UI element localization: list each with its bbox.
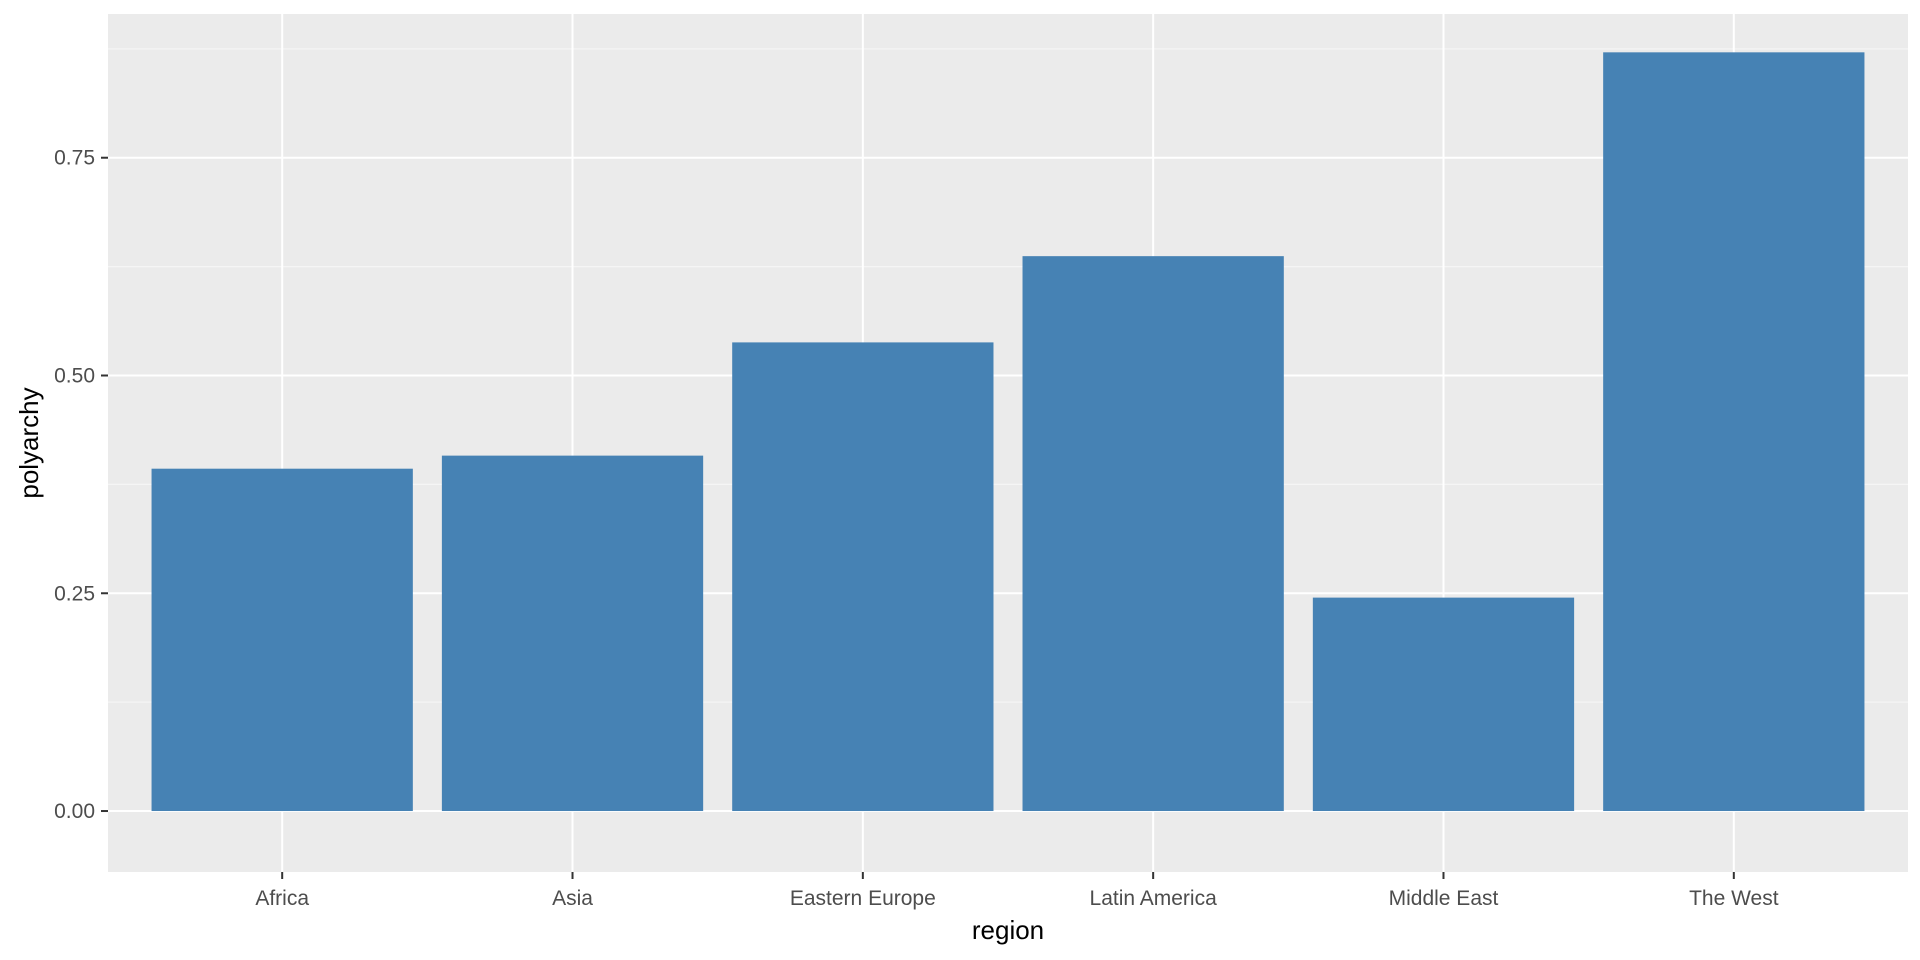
bar — [1603, 52, 1865, 812]
x-tick-label: Africa — [255, 887, 309, 910]
y-axis: 0.00 0.25 0.50 0.75 — [54, 147, 108, 823]
y-tick-label: 0.25 — [54, 582, 95, 605]
bar — [151, 468, 413, 812]
y-tick-label: 0.00 — [54, 800, 95, 823]
x-tick-label: Eastern Europe — [790, 887, 936, 910]
bar — [441, 455, 704, 812]
y-tick-label: 0.50 — [54, 364, 95, 387]
x-tick-label: Asia — [552, 887, 593, 910]
x-tick-label: Latin America — [1090, 887, 1218, 910]
x-tick-label: The West — [1689, 887, 1779, 910]
bar — [1022, 256, 1284, 812]
x-axis-title: region — [972, 915, 1044, 945]
x-tick-label: Middle East — [1389, 887, 1499, 910]
bar — [1312, 597, 1575, 812]
bar — [732, 342, 994, 812]
bars — [151, 52, 1865, 812]
x-axis: Africa Asia Eastern Europe Latin America Mid… — [255, 872, 1779, 910]
y-axis-title: polyarchy — [14, 387, 44, 498]
y-tick-label: 0.75 — [54, 147, 95, 170]
